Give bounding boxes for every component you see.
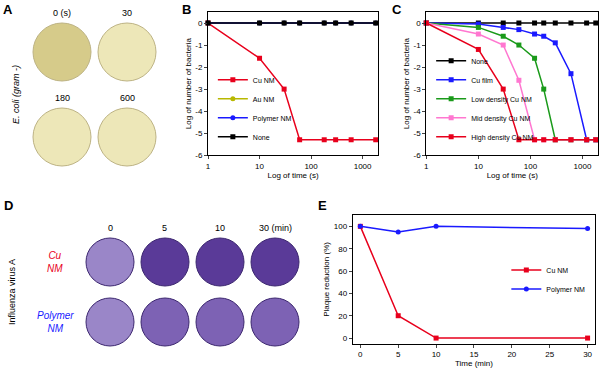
svg-text:1: 1 [424,162,429,171]
svg-text:-3: -3 [195,85,203,94]
svg-text:10: 10 [474,162,483,171]
svg-text:Cu NM: Cu NM [253,77,275,84]
svg-text:Plaque reduction (%): Plaque reduction (%) [322,242,331,317]
svg-text:E. coli (gram -): E. coli (gram -) [11,65,21,124]
svg-text:-2: -2 [414,63,422,72]
svg-text:20: 20 [507,350,516,359]
svg-text:30: 30 [583,350,592,359]
svg-text:15: 15 [470,350,479,359]
svg-text:0: 0 [343,334,348,343]
svg-text:1000: 1000 [354,162,372,171]
svg-text:-4: -4 [414,107,422,116]
svg-text:30 (min): 30 (min) [259,223,292,233]
svg-text:D: D [4,198,13,213]
svg-text:0: 0 [358,350,363,359]
svg-text:PolymerNM: PolymerNM [37,310,74,334]
svg-text:Low density Cu NM: Low density Cu NM [471,96,532,104]
svg-text:-5: -5 [414,129,422,138]
svg-text:30: 30 [122,8,132,18]
svg-text:100: 100 [304,162,318,171]
svg-text:-3: -3 [414,85,422,94]
svg-text:-6: -6 [414,151,422,160]
svg-text:Mid density Cu NM: Mid density Cu NM [471,115,530,123]
svg-text:10: 10 [255,162,264,171]
svg-text:100: 100 [334,222,348,231]
svg-text:0: 0 [198,19,203,28]
svg-text:25: 25 [545,350,554,359]
svg-text:1: 1 [206,162,211,171]
svg-text:C: C [392,2,402,17]
svg-text:-1: -1 [414,41,422,50]
svg-text:Cu film: Cu film [471,77,493,84]
svg-text:-6: -6 [195,151,203,160]
svg-text:Log of number of bacteria: Log of number of bacteria [184,37,193,129]
svg-text:5: 5 [162,223,167,233]
svg-text:Log of number of bacteria: Log of number of bacteria [402,37,411,129]
svg-text:-5: -5 [195,129,203,138]
svg-text:10: 10 [215,223,225,233]
svg-text:Polymer NM: Polymer NM [546,286,585,294]
svg-text:Log of time (s): Log of time (s) [267,171,318,180]
svg-text:100: 100 [524,162,538,171]
svg-text:Polymer NM: Polymer NM [253,115,292,123]
svg-text:Cu NM: Cu NM [546,267,568,274]
svg-text:CuNM: CuNM [47,250,63,274]
svg-text:-1: -1 [195,41,203,50]
svg-text:600: 600 [120,93,135,103]
svg-text:60: 60 [338,267,347,276]
svg-text:0: 0 [108,223,113,233]
svg-text:Log of time (s): Log of time (s) [487,171,538,180]
svg-text:E: E [318,198,327,213]
svg-text:20: 20 [338,312,347,321]
svg-text:Influenza virus A: Influenza virus A [7,259,17,325]
svg-text:180: 180 [55,93,70,103]
svg-text:Au NM: Au NM [253,96,275,103]
svg-text:None: None [471,58,488,65]
svg-text:High density Cu NM: High density Cu NM [471,134,533,142]
svg-text:10: 10 [432,350,441,359]
svg-text:0 (s): 0 (s) [53,8,71,18]
svg-text:80: 80 [338,244,347,253]
svg-text:1000: 1000 [574,162,592,171]
svg-text:B: B [182,2,191,17]
svg-text:Time (min): Time (min) [455,359,493,368]
svg-text:40: 40 [338,289,347,298]
svg-text:0: 0 [416,19,421,28]
svg-text:-4: -4 [195,107,203,116]
svg-text:5: 5 [396,350,401,359]
svg-text:-2: -2 [195,63,203,72]
svg-text:A: A [3,2,13,17]
svg-text:None: None [253,134,270,141]
